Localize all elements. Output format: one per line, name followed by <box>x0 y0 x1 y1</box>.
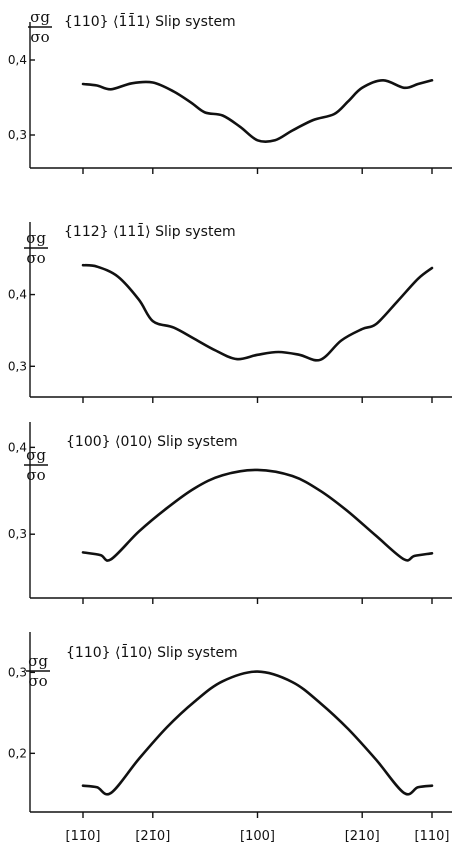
chart-panel-4: 0,3 0,2 σg σo {110} ⟨1̄10⟩ Slip system <box>8 632 452 818</box>
y-tick-label-1: 0,4 <box>8 288 27 302</box>
x-category-label-5: [110] <box>415 829 450 844</box>
y-tick-label-1: 0,4 <box>8 440 27 454</box>
y-label-denominator: σo <box>26 466 45 484</box>
y-label-numerator: σg <box>26 446 46 464</box>
y-tick-label-2: 0,3 <box>8 359 27 373</box>
y-label-numerator: σg <box>30 8 50 26</box>
chart-panel-3: 0,4 0,3 σg σo {100} ⟨010⟩ Slip system <box>8 422 452 604</box>
y-tick-label-2: 0,2 <box>8 746 27 760</box>
y-label-numerator: σg <box>28 652 48 670</box>
x-category-label-3: [100] <box>240 829 275 844</box>
y-label-denominator: σo <box>28 672 47 690</box>
y-tick-label-1: 0,4 <box>8 53 27 67</box>
chart-panel-1: 0,4 0,3 σg σo {110} ⟨1̄1̄1⟩ Slip system <box>8 8 452 174</box>
chart-panel-2: 0,4 0,3 σg σo {112} ⟨111̄⟩ Slip system <box>8 222 452 403</box>
chart-title: {110} ⟨1̄1̄1⟩ Slip system <box>64 12 236 30</box>
y-tick-label-1: 0,3 <box>8 665 27 679</box>
series-line <box>81 468 434 562</box>
series-line <box>81 79 434 144</box>
chart-title: {110} ⟨1̄10⟩ Slip system <box>66 643 238 661</box>
y-label-denominator: σo <box>30 28 49 46</box>
series-line <box>81 263 434 362</box>
y-tick-label-2: 0,3 <box>8 527 27 541</box>
y-tick-label-2: 0,3 <box>8 128 27 142</box>
chart-title: {112} ⟨111̄⟩ Slip system <box>64 222 236 240</box>
x-category-label-1: [11̄0] <box>66 829 101 844</box>
chart-title: {100} ⟨010⟩ Slip system <box>66 434 238 450</box>
x-category-label-2: [21̄0] <box>135 829 170 844</box>
y-label-numerator: σg <box>26 229 46 247</box>
x-category-label-4: [210] <box>345 829 380 844</box>
series-line <box>81 670 434 796</box>
y-label-denominator: σo <box>26 249 45 267</box>
